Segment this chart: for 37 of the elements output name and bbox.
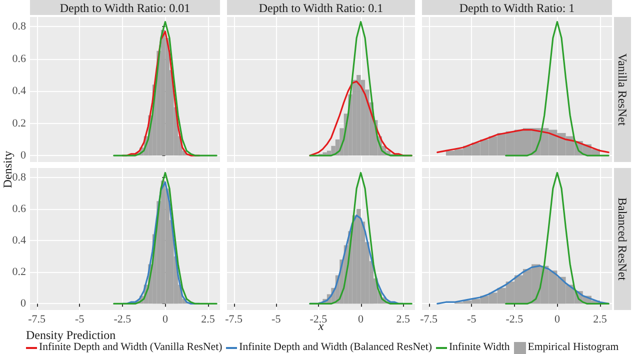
y2-axis-title: Vanilla ResNet [616, 53, 630, 126]
y-tick-label: 0.8 [12, 20, 26, 33]
x-tick-label: 2.5 [201, 314, 216, 326]
line-series [113, 172, 218, 304]
x-tick-label: -2.5 [114, 314, 132, 326]
x-tick-label: -2.5 [310, 314, 328, 326]
y-tick-label: 0 [20, 298, 26, 310]
x-tick-label: -7.5 [28, 314, 46, 326]
x-tick-label: -7.5 [225, 314, 243, 326]
y-tick-label: 0 [20, 150, 26, 162]
x-tick-label: -2.5 [506, 314, 524, 326]
y2-axis-title: Balanced ResNet [616, 198, 630, 282]
chart-title: Depth to Width Ratio: 0.1 [258, 1, 384, 15]
legend-title: Density Prediction [26, 328, 116, 342]
x-tick-label: 0 [554, 314, 560, 326]
x-tick-label: 0 [162, 314, 168, 326]
y-tick-label: 0.4 [12, 85, 26, 98]
x-tick-label: -7.5 [420, 314, 438, 326]
line-series [113, 21, 218, 156]
x-tick-label: 2.5 [593, 314, 608, 326]
y-tick-label: 0.6 [12, 203, 26, 216]
x-tick-label: 0 [358, 314, 364, 326]
y-tick-label: 0.6 [12, 52, 26, 65]
chart-title: Depth to Width Ratio: 0.01 [60, 1, 190, 15]
x-tick-label: -5 [467, 314, 477, 326]
chart-title: Depth to Width Ratio: 1 [459, 1, 575, 15]
x-tick-label: -5 [272, 314, 282, 326]
legend-label: Infinite Depth and Width (Balanced ResNet) [239, 341, 432, 354]
y-tick-label: 0.2 [12, 266, 26, 278]
legend-label: Empirical Histogram [528, 341, 619, 354]
y-tick-label: 0.2 [12, 117, 26, 130]
x-tick-label: 2.5 [396, 314, 411, 326]
y-tick-label: 0.4 [12, 234, 26, 247]
legend-label: Infinite Depth and Width (Vanilla ResNet) [39, 341, 222, 354]
x-tick-label: -5 [75, 314, 85, 326]
legend-label: Infinite Width [448, 341, 510, 354]
y-tick-label: 0.8 [12, 171, 26, 184]
